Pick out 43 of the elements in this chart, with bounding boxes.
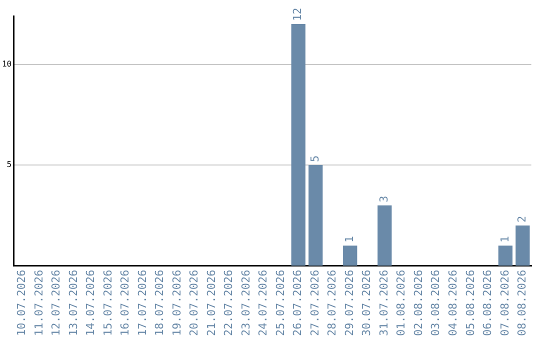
x-tick-label: 16.07.2026 <box>118 270 132 336</box>
x-tick-label: 30.07.2026 <box>360 270 374 336</box>
data-label: 5 <box>308 155 322 162</box>
x-tick-label: 05.08.2026 <box>464 270 477 336</box>
x-tick-label: 25.07.2026 <box>274 270 287 336</box>
x-tick-label: 11.07.2026 <box>32 270 46 336</box>
bar <box>308 165 323 266</box>
y-tick-label: 10 <box>2 59 12 68</box>
data-label: 3 <box>377 196 390 202</box>
bar <box>378 205 392 266</box>
x-tick-label: 28.07.2026 <box>326 270 339 336</box>
x-tick-label: 22.07.2026 <box>222 270 236 336</box>
x-tick-label: 13.07.2026 <box>66 270 80 336</box>
x-tick-label: 06.08.2026 <box>481 270 494 336</box>
x-tick-label: 02.08.2026 <box>412 270 425 336</box>
data-label: 2 <box>516 216 529 222</box>
x-tick-label: 23.07.2026 <box>239 270 252 336</box>
x-tick-label: 14.07.2026 <box>84 270 98 336</box>
x-tick-label: 27.07.2026 <box>308 270 322 336</box>
data-label: 1 <box>498 236 512 243</box>
bar <box>343 246 358 266</box>
x-tick-label: 17.07.2026 <box>136 270 149 336</box>
x-tick-label: 26.07.2026 <box>291 270 304 336</box>
x-tick-label: 08.08.2026 <box>516 270 529 336</box>
bar <box>516 225 530 266</box>
x-tick-label: 31.07.2026 <box>377 270 390 336</box>
x-tick-label: 20.07.2026 <box>188 270 201 336</box>
x-tick-label: 29.07.2026 <box>342 270 356 336</box>
x-tick-label: 19.07.2026 <box>170 270 184 336</box>
x-tick-label: 24.07.2026 <box>256 270 270 336</box>
bar <box>291 24 306 266</box>
x-tick-label: 07.08.2026 <box>498 270 512 336</box>
bar <box>498 246 512 266</box>
x-tick-label: 03.08.2026 <box>429 270 442 336</box>
x-tick-label: 18.07.2026 <box>153 270 166 336</box>
x-tick-label: 12.07.2026 <box>50 270 63 336</box>
x-tick-label: 21.07.2026 <box>204 270 218 336</box>
x-tick-label: 04.08.2026 <box>446 270 460 336</box>
data-label: 12 <box>291 8 304 22</box>
x-tick-label: 01.08.2026 <box>394 270 408 336</box>
x-tick-label: 15.07.2026 <box>101 270 114 336</box>
data-label: 1 <box>342 236 356 243</box>
x-tick-label: 10.07.2026 <box>15 270 28 336</box>
